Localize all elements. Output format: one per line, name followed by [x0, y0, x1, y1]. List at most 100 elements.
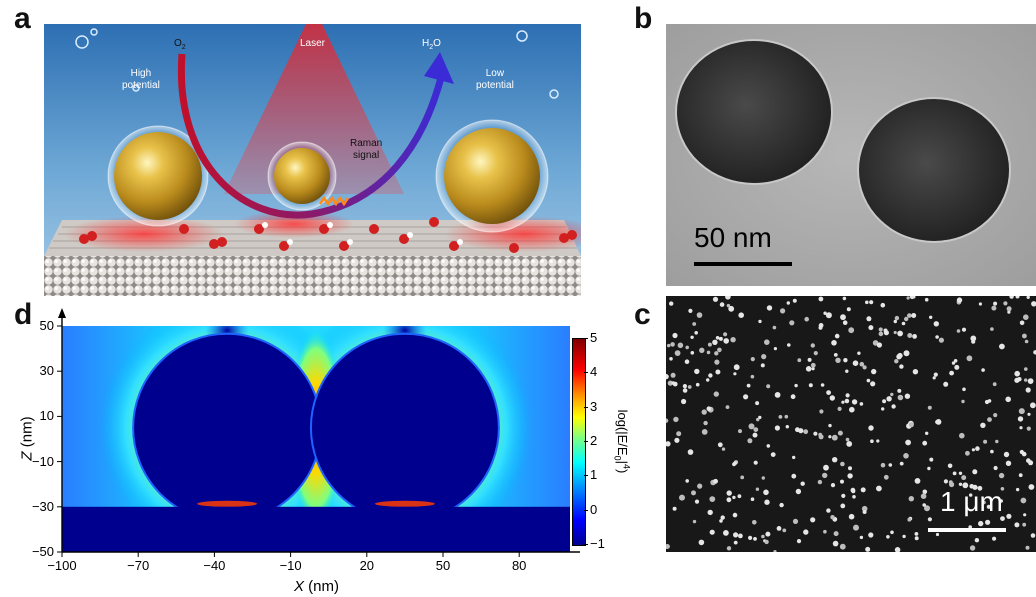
nanoparticle-dot	[695, 382, 700, 387]
nanoparticle-dot	[924, 297, 929, 302]
nanoparticle-dot	[847, 473, 853, 479]
nanoparticle-dot	[969, 493, 973, 497]
colorbar-tick-mark	[584, 441, 588, 442]
nanoparticle-dot	[907, 313, 912, 318]
nanoparticle-dot	[897, 394, 904, 401]
nanoparticle-dot	[995, 439, 999, 444]
nanoparticle-dot	[800, 481, 805, 486]
nanoparticle-dot	[669, 357, 673, 361]
nanoparticle-dot	[764, 499, 770, 505]
nanoparticle-dot	[1026, 458, 1031, 463]
nanoparticle-dot	[904, 316, 909, 322]
nanoparticle-dot	[726, 546, 732, 551]
nanoparticle-dot	[758, 415, 762, 420]
nanoparticle-dot	[890, 392, 894, 397]
nanoparticle-dot	[904, 393, 911, 399]
nanoparticle-dot	[1028, 484, 1035, 490]
nanoparticle-dot	[752, 432, 758, 438]
low-potential-label: Low potential	[476, 68, 514, 91]
nanoparticle-dot	[747, 438, 753, 444]
nanoparticle-dot	[1020, 497, 1027, 504]
nanoparticle-dot	[765, 531, 771, 537]
nanoparticle-dot	[1006, 306, 1012, 312]
nanoparticle-dot	[694, 331, 698, 335]
nanoparticle-dot	[954, 364, 960, 370]
nanoparticle-dot	[897, 330, 903, 337]
nanoparticle-dot	[893, 330, 897, 335]
nanoparticle-dot	[1015, 487, 1020, 492]
nanoparticle-dot	[1006, 513, 1012, 519]
nanoparticle-dot	[841, 493, 846, 498]
nanoparticle-dot	[1018, 408, 1025, 415]
nanoparticle-dot	[728, 305, 735, 312]
nanoparticle-dot	[924, 505, 930, 512]
colorbar-tick-mark	[584, 475, 588, 477]
nanoparticle-dot	[899, 364, 904, 369]
nanoparticle-dot	[986, 504, 991, 509]
nanoparticle-dot	[738, 429, 742, 434]
nanoparticle-dot	[861, 505, 868, 512]
nanoparticle-dot	[911, 313, 917, 318]
nanoparticle-dot	[690, 351, 695, 355]
nanoparticle-dot	[869, 300, 874, 305]
nanoparticle-dot	[832, 457, 838, 463]
nanoparticle-dot	[726, 497, 732, 503]
nanoparticle-dot	[733, 461, 737, 466]
nanoparticle-dot	[1017, 416, 1024, 422]
nanoparticle-dot	[666, 544, 670, 549]
nanoparticle-dot	[969, 545, 976, 551]
nanoparticle-dot	[823, 311, 827, 315]
nanoparticle-dot	[958, 471, 963, 475]
nanoparticle-dot	[993, 465, 998, 471]
nanoparticle-dot	[914, 532, 919, 536]
nanoparticle-dot	[857, 351, 861, 355]
nanoparticle-dot	[992, 382, 997, 387]
nanoparticle-dot	[1003, 451, 1010, 458]
nanoparticle-dot	[844, 398, 850, 404]
nanoparticle-dot	[961, 327, 967, 332]
nanoparticle-dot	[851, 399, 858, 405]
nanoparticle-dot	[958, 482, 963, 486]
nanoparticle-dot	[1005, 460, 1012, 466]
nanoparticle-dot	[1000, 487, 1005, 491]
scale-label-c: 1 μm	[940, 486, 1003, 517]
colorbar-tick-label: 3	[590, 398, 598, 414]
nanoparticle-dot	[706, 350, 711, 355]
nanoparticle-dot	[733, 540, 738, 545]
nanoparticle-dot	[1019, 426, 1023, 430]
nanoparticle-dot	[870, 381, 876, 387]
nanoparticle-dot	[818, 296, 824, 302]
nanoparticle-dot	[712, 339, 718, 345]
nanoparticle-dot	[709, 496, 716, 502]
nanoparticle-dot	[1024, 378, 1028, 382]
nanoparticle-dot	[899, 461, 904, 466]
nanoparticle-dot	[961, 399, 965, 404]
nanoparticle-dot	[862, 510, 867, 514]
nanoparticle-dot	[1031, 301, 1036, 307]
nanoparticle-dot	[696, 312, 703, 318]
high-potential-label: High potential	[122, 68, 160, 91]
nanoparticle-dot	[1014, 370, 1020, 377]
nanoparticle-dot	[672, 332, 678, 339]
nanoparticle-dot	[764, 339, 770, 345]
y-axis-label: Z (nm)	[18, 416, 36, 461]
nanoparticle-dot	[987, 399, 992, 403]
nanoparticle-dot	[971, 448, 975, 452]
nanoparticle-dot	[935, 419, 942, 425]
nanoparticle-dot	[935, 335, 939, 339]
nanoparticle-dot	[677, 342, 684, 349]
nanoparticle-dot	[694, 368, 700, 375]
nanoparticle-dot	[823, 529, 827, 534]
nanoparticle-dot	[999, 499, 1003, 503]
y-tick-label: 50	[39, 318, 54, 333]
panel-c-sem-image: 1 μm	[666, 296, 1036, 552]
nanoparticle-dot	[666, 374, 669, 380]
laser-label: Laser	[300, 38, 326, 49]
nanoparticle-dot	[719, 302, 725, 307]
nanoparticle-dot	[792, 298, 797, 303]
nanoparticle-dot	[748, 535, 753, 540]
nanoparticle-dot	[922, 489, 928, 495]
nanoparticle-dot	[992, 536, 997, 541]
nanoparticle-dot	[826, 390, 831, 395]
nanoparticle-dot	[834, 333, 840, 339]
